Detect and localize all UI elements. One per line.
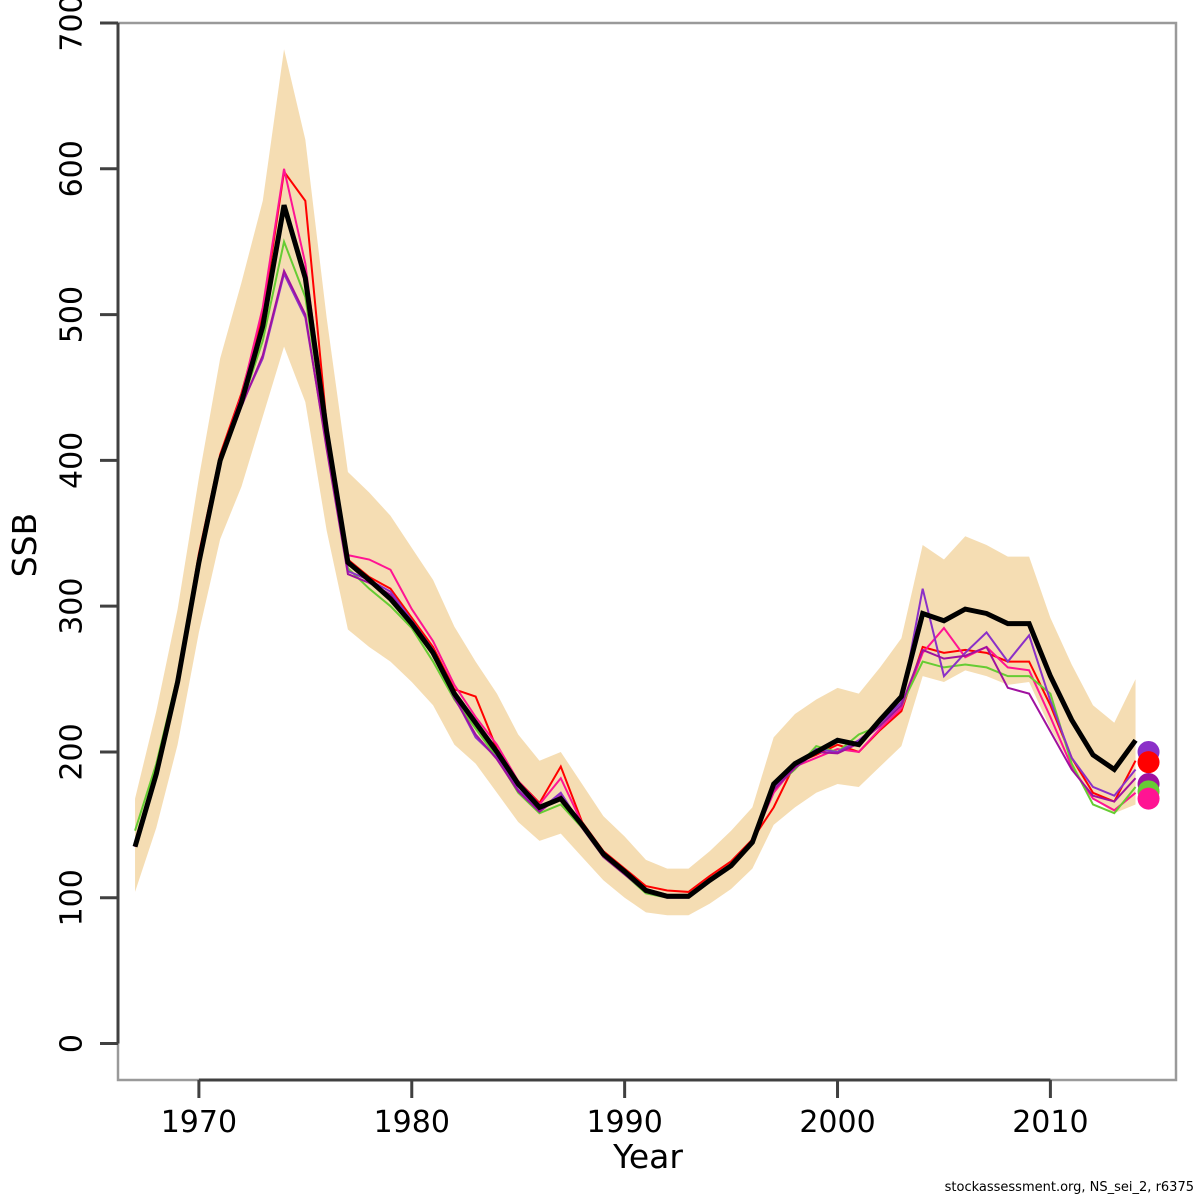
y-axis-title: SSB [5, 513, 44, 578]
y-tick-label: 500 [54, 286, 89, 343]
x-axis: 1970 1980 1990 2000 2010 [161, 1078, 1089, 1140]
y-tick-label: 700 [55, 0, 90, 52]
marker-red [1137, 751, 1160, 774]
x-tick-label: 1980 [374, 1105, 450, 1140]
y-tick-label: 600 [55, 140, 90, 197]
x-tick-label: 1970 [161, 1105, 237, 1140]
x-tick-label: 2000 [799, 1105, 875, 1140]
y-tick-label: 100 [54, 869, 89, 926]
y-tick-label: 400 [54, 432, 89, 489]
x-axis-title: Year [612, 1137, 683, 1176]
confidence-band [135, 49, 1136, 916]
plot-band-layer [135, 49, 1136, 916]
y-tick-label: 200 [54, 723, 89, 780]
y-tick-label: 0 [55, 1034, 90, 1053]
endpoint-marker-layer [1137, 740, 1160, 810]
marker-magenta [1137, 787, 1160, 810]
footer-credit: stockassessment.org, NS_sei_2, r6375 [945, 1180, 1194, 1195]
series-line-current-assessment [132, 204, 1138, 899]
y-axis: 0 100 200 300 400 500 600 700 [54, 0, 120, 1053]
x-tick-label: 1990 [586, 1105, 662, 1140]
series-layer [132, 168, 1138, 899]
y-tick-label: 300 [55, 578, 90, 635]
x-tick-label: 2010 [1012, 1105, 1088, 1140]
